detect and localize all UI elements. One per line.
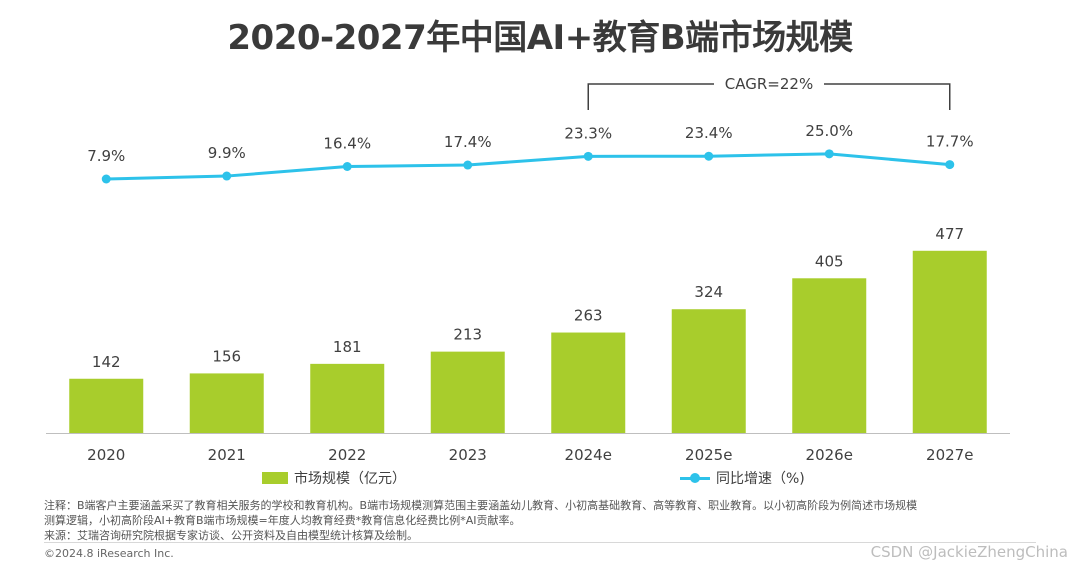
bar-value-label-2020: 142 bbox=[92, 353, 121, 371]
growth-label-2024e: 23.3% bbox=[564, 124, 612, 142]
note-line-2: 测算逻辑，小初高阶段AI+教育B端市场规模=年度人均教育经费*教育信息化经费比例… bbox=[44, 514, 521, 527]
bar-2021 bbox=[189, 373, 264, 433]
x-tick-label-2023: 2023 bbox=[449, 446, 487, 464]
x-tick-label-2027e: 2027e bbox=[926, 446, 973, 464]
note-line-1: 注释：B端客户主要涵盖采买了教育相关服务的学校和教育机构。B端市场规模测算范围主… bbox=[44, 499, 918, 512]
x-tick-label-2025e: 2025e bbox=[685, 446, 732, 464]
bar-value-label-2022: 181 bbox=[333, 338, 362, 356]
growth-line bbox=[106, 152, 950, 181]
growth-point-2022 bbox=[342, 162, 352, 172]
bar-2025e bbox=[671, 309, 746, 433]
cagr-bracket bbox=[587, 83, 951, 110]
bar-2027e bbox=[912, 250, 987, 433]
growth-point-2025e bbox=[704, 151, 714, 161]
growth-label-2027e: 17.7% bbox=[926, 133, 974, 151]
growth-point-2026e bbox=[824, 149, 834, 159]
footer-divider bbox=[44, 542, 1036, 543]
bar-2026e bbox=[792, 278, 867, 433]
bar-2023 bbox=[430, 351, 505, 433]
watermark: CSDN @JackieZhengChina bbox=[870, 543, 1068, 561]
growth-point-2023 bbox=[463, 160, 473, 170]
growth-point-2024e bbox=[583, 151, 593, 161]
bar-value-label-2023: 213 bbox=[453, 326, 482, 344]
bar-value-label-2026e: 405 bbox=[815, 252, 844, 270]
growth-label-2023: 17.4% bbox=[444, 133, 492, 151]
cagr-label: CAGR=22% bbox=[725, 75, 813, 93]
chart-title: 2020-2027年中国AI+教育B端市场规模 bbox=[227, 18, 853, 58]
growth-label-2025e: 23.4% bbox=[685, 124, 733, 142]
legend-bar: 市场规模（亿元） bbox=[262, 468, 406, 488]
growth-label-2021: 9.9% bbox=[208, 144, 246, 162]
bar-2020 bbox=[69, 378, 144, 433]
x-tick-label-2024e: 2024e bbox=[565, 446, 612, 464]
x-tick-label-2020: 2020 bbox=[87, 446, 125, 464]
growth-point-2021 bbox=[222, 171, 232, 181]
copyright: ©2024.8 iResearch Inc. bbox=[44, 547, 174, 560]
bar-value-label-2025e: 324 bbox=[694, 283, 723, 301]
bar-value-label-2024e: 263 bbox=[574, 307, 603, 325]
bar-2024e bbox=[551, 332, 626, 433]
legend-bar-swatch bbox=[262, 472, 288, 484]
x-tick-label-2022: 2022 bbox=[328, 446, 366, 464]
growth-label-2026e: 25.0% bbox=[805, 122, 853, 140]
bar-2022 bbox=[310, 363, 385, 433]
growth-point-2020 bbox=[101, 174, 111, 184]
growth-point-2027e bbox=[945, 160, 955, 170]
legend-line-swatch bbox=[680, 472, 710, 484]
note-source: 来源：艾瑞咨询研究院根据专家访谈、公开资料及自由模型统计核算及绘制。 bbox=[44, 529, 418, 542]
growth-label-2022: 16.4% bbox=[323, 135, 371, 153]
bar-value-label-2027e: 477 bbox=[935, 225, 964, 243]
bar-value-label-2021: 156 bbox=[212, 347, 241, 365]
x-tick-label-2026e: 2026e bbox=[806, 446, 853, 464]
legend-line-label: 同比增速（%) bbox=[716, 471, 805, 487]
chart-notes: 注释：B端客户主要涵盖采买了教育相关服务的学校和教育机构。B端市场规模测算范围主… bbox=[44, 498, 1044, 543]
chart-canvas: 142 2020 156 2021 181 2022 213 2023 263 2024e 324 2… bbox=[46, 75, 1010, 464]
growth-label-2020: 7.9% bbox=[87, 147, 125, 165]
x-tick-label-2021: 2021 bbox=[208, 446, 246, 464]
legend-line: 同比增速（%) bbox=[680, 468, 805, 488]
legend-bar-label: 市场规模（亿元） bbox=[294, 471, 406, 487]
